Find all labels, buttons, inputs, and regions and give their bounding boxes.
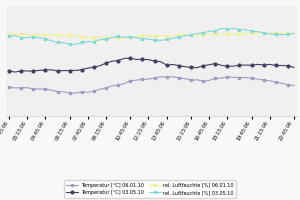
Legend: Temperatur [°C] 06.01.10, Temperatur [°C] 03.05.10, rel. Luftfeuchte [%] 06.01.1: Temperatur [°C] 06.01.10, Temperatur [°C… [64, 180, 236, 198]
